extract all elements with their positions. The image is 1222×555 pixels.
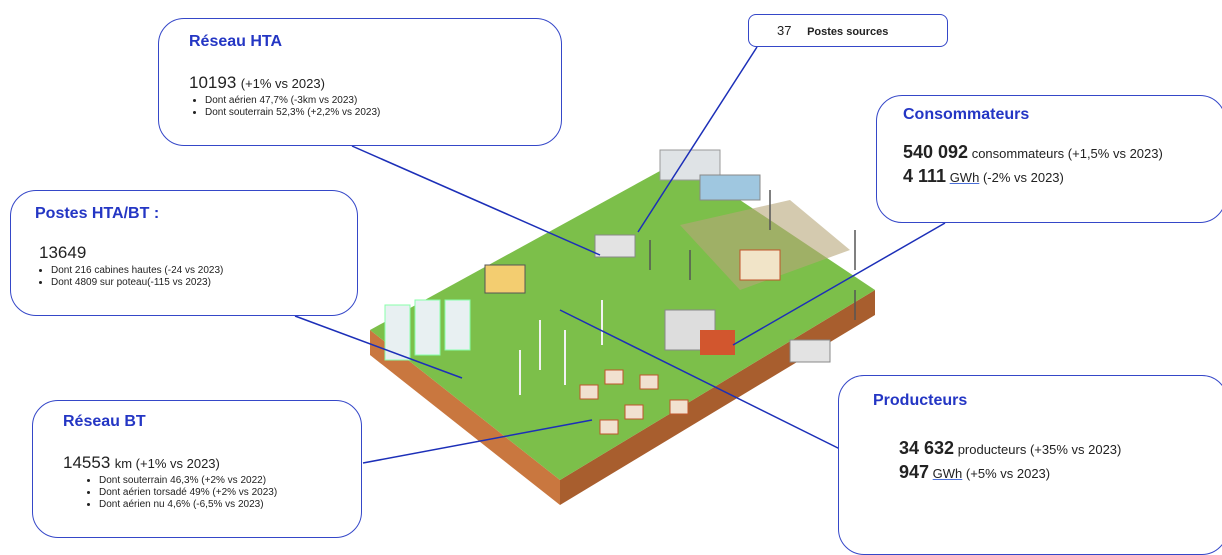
factory: [700, 330, 735, 355]
value: 10193: [189, 73, 236, 92]
detail: Dont 216 cabines hautes (-24 vs 2023): [51, 265, 357, 277]
detail: Dont souterrain 46,3% (+2% vs 2022): [99, 475, 361, 487]
building: [385, 305, 410, 360]
value: 14553: [63, 453, 110, 472]
detail: Dont 4809 sur poteau(-115 vs 2023): [51, 277, 357, 289]
value: 34 632: [899, 438, 954, 458]
detail: Dont aérien torsadé 49% (+2% vs 2023): [99, 487, 361, 499]
box-title: Réseau BT: [63, 413, 361, 431]
postes-hta-bt-box: Postes HTA/BT : 13649 Dont 216 cabines h…: [10, 190, 358, 316]
farm: [740, 250, 780, 280]
unit: GWh: [950, 170, 980, 185]
box-title: Réseau HTA: [189, 33, 561, 51]
unit: GWh: [933, 466, 963, 481]
details: Dont 216 cabines hautes (-24 vs 2023)Don…: [35, 265, 357, 289]
text: consommateurs (+1,5% vs 2023): [972, 146, 1163, 161]
box-title: Producteurs: [873, 392, 1222, 410]
value: 37: [777, 23, 791, 38]
details: Dont souterrain 46,3% (+2% vs 2022)Dont …: [63, 475, 361, 511]
text: (-2% vs 2023): [983, 170, 1064, 185]
consommateurs-box: Consommateurs 540 092 consommateurs (+1,…: [876, 95, 1222, 223]
detail: Dont souterrain 52,3% (+2,2% vs 2023): [205, 107, 561, 119]
page: Réseau HTA 10193 (+1% vs 2023) Dont aéri…: [0, 0, 1222, 549]
substation: [790, 340, 830, 362]
box-title: Consommateurs: [903, 106, 1222, 124]
text: (+5% vs 2023): [966, 466, 1050, 481]
details: Dont aérien 47,7% (-3km vs 2023)Dont sou…: [189, 95, 561, 119]
plant: [700, 175, 760, 200]
reseau-bt-box: Réseau BT 14553 km (+1% vs 2023) Dont so…: [32, 400, 362, 538]
detail: Dont aérien nu 4,6% (-6,5% vs 2023): [99, 499, 361, 511]
building: [415, 300, 440, 355]
box-title: Postes HTA/BT :: [35, 205, 357, 223]
text: producteurs (+35% vs 2023): [958, 442, 1122, 457]
substation: [595, 235, 635, 257]
value: 4 111: [903, 166, 946, 186]
change: (+1% vs 2023): [241, 76, 325, 91]
reseau-hta-box: Réseau HTA 10193 (+1% vs 2023) Dont aéri…: [158, 18, 562, 146]
value: 540 092: [903, 142, 968, 162]
postes-sources-box: 37 Postes sources: [748, 14, 948, 47]
label: Postes sources: [807, 26, 888, 38]
detail: Dont aérien 47,7% (-3km vs 2023): [205, 95, 561, 107]
producteurs-box: Producteurs 34 632 producteurs (+35% vs …: [838, 375, 1222, 555]
change: km (+1% vs 2023): [115, 456, 220, 471]
value: 947: [899, 462, 929, 482]
value: 13649: [39, 243, 357, 263]
building: [445, 300, 470, 350]
house: [485, 265, 525, 293]
